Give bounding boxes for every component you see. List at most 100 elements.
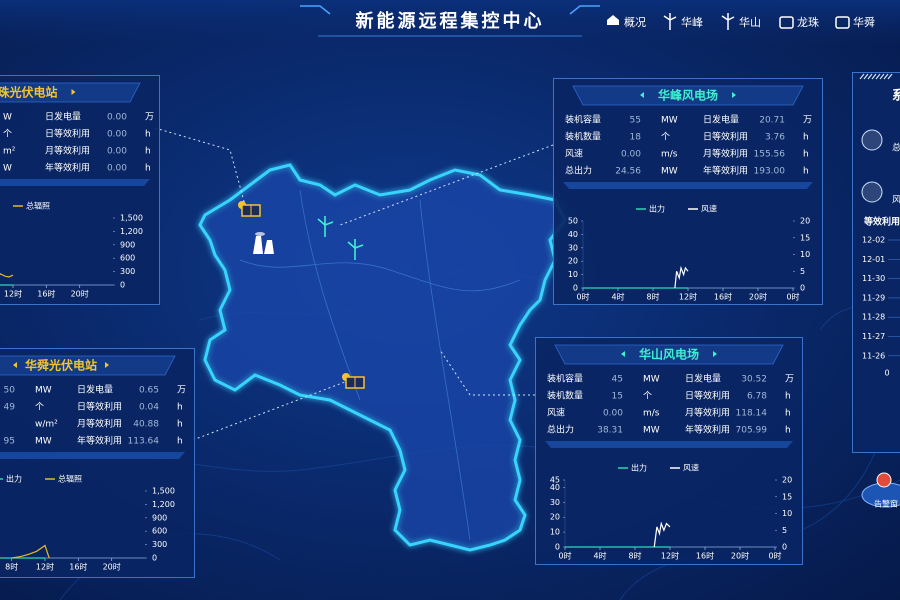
y2-tick-label: 900 [152,513,167,522]
metric-unit: MW [35,437,52,447]
x-tick-label: 12时 [679,292,697,302]
y2-tick-label: 1,200 [120,227,143,236]
nav-item[interactable]: 华舜 [835,15,875,29]
metric-unit: h [177,403,183,413]
panel-title-bar [0,82,141,103]
legend-label: 总辐照 [26,201,50,211]
x-tick-label: 8时 [646,292,659,302]
y2-tick-label: 1,500 [152,487,175,496]
metric-unit: MW [643,375,660,385]
metric-value: 95 [4,437,15,447]
plant-icon [253,232,274,254]
x-tick-label: 12时 [4,289,22,299]
x-tick-label: 0时 [768,551,781,561]
metric-unit: w/m² [35,420,58,430]
solar-icon [238,201,261,217]
metric-value: 0.00 [107,130,127,140]
y2-tick-label: 15 [782,492,792,501]
alarm-icon[interactable] [876,472,892,488]
nav-item[interactable]: 概况 [607,15,646,29]
divider-bar [0,452,185,459]
metric-unit: h [803,133,809,143]
nav-label[interactable]: 华山 [739,15,761,29]
x-tick-label: 16时 [37,289,55,299]
metric-value: 705.99 [736,426,768,436]
metric-unit: W [3,164,12,174]
y2-tick-label: 1,500 [120,214,143,223]
metric-label: 装机容量 [547,373,583,385]
nav-item[interactable]: 华峰 [663,13,703,30]
region-map [198,163,567,552]
nav-icon [779,16,794,29]
metric-unit: h [785,409,791,419]
legend-label: 风速 [683,464,699,473]
x-tick-label: 20时 [731,551,749,561]
metric-value: 0.04 [139,403,159,413]
nav-label[interactable]: 概况 [624,16,646,29]
top-bar [0,0,900,45]
metric-unit: 个 [35,402,44,413]
metric-value: 49 [4,403,16,413]
nav-label[interactable]: 华舜 [853,15,875,29]
metric-label: 日发电量 [45,111,81,123]
y2-tick-label: 0 [152,554,157,563]
page-title: 新能源远程集控中心 [356,10,545,32]
metric-unit: m² [3,147,16,157]
metric-unit: h [145,147,151,157]
legend-label: 出力 [631,463,647,473]
panel-title-bar [0,355,176,376]
series-line [11,544,50,559]
nav-label[interactable]: 华峰 [681,15,703,29]
alarm-label[interactable]: 告警窗 [874,499,898,509]
metric-label: 日等效利用 [703,131,748,143]
nav-item[interactable]: 华山 [721,13,761,30]
y-tick-label: 20 [550,513,560,522]
panel-background [553,78,823,305]
metric-unit: MW [35,386,52,396]
y-tick-label: 30 [568,243,578,252]
panel-background [0,348,195,578]
side-date: 12-02 [862,236,885,245]
metric-unit: h [177,420,183,430]
metric-label: 日发电量 [685,373,721,385]
metric-value: 0.00 [107,147,127,157]
metric-value: 24.56 [615,167,641,177]
metric-label: 装机容量 [565,114,601,126]
metric-unit: h [145,164,151,174]
side-axis-label: 0 [884,369,889,378]
side-item-icon [861,129,883,151]
metric-label: 日发电量 [77,384,113,396]
series-line [674,265,689,289]
connector-lines [154,127,554,441]
alarm-button[interactable]: 告警窗 [861,472,900,509]
metric-value: 155.56 [754,150,786,160]
divider-bar [563,182,813,189]
metric-label: 装机数量 [547,390,583,402]
side-item-label: 总 [892,142,900,154]
divider-bar [545,441,793,448]
metric-value: 193.00 [754,167,786,177]
y2-tick-label: 10 [782,509,792,518]
metric-unit: m/s [643,409,660,419]
y2-tick-label: 300 [152,540,167,549]
legend-label: 风速 [701,205,717,214]
panel-background [0,75,160,305]
wind-icon [347,239,364,260]
nav-icon [835,16,850,29]
metric-unit: 万 [145,113,154,123]
metric-unit: h [803,150,809,160]
header: 新能源远程集控中心 概况 华峰 华山 龙珠 华舜 [300,5,875,37]
metric-value: 45 [612,375,623,385]
legend-label: 出力 [649,204,665,214]
panel-title-bar [554,344,784,365]
title-bracket [300,5,600,15]
nav-item[interactable]: 龙珠 [779,15,819,29]
metric-label: 日等效利用 [77,401,122,413]
nav-label[interactable]: 龙珠 [797,15,819,29]
y2-tick-label: 20 [782,476,792,485]
metric-unit: W [3,113,12,123]
solar-icon [342,373,365,389]
side-item-label: 风 [892,195,900,206]
metric-value: 113.64 [128,437,160,447]
